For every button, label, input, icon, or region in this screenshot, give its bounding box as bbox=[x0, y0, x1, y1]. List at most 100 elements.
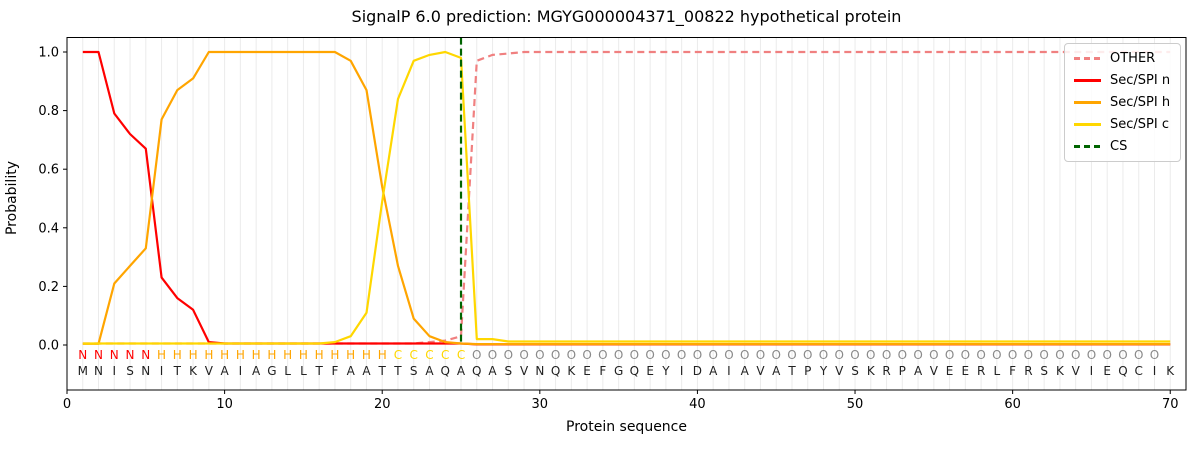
svg-text:Q: Q bbox=[441, 364, 450, 378]
svg-text:N: N bbox=[94, 348, 103, 362]
series-line-sec-spi-n bbox=[82, 50, 1171, 346]
svg-text:L: L bbox=[300, 364, 307, 378]
legend-item-sec-spi-c: Sec/SPI c bbox=[1074, 117, 1170, 132]
svg-text:O: O bbox=[1055, 348, 1064, 362]
svg-text:F: F bbox=[1009, 364, 1016, 378]
svg-text:P: P bbox=[804, 364, 811, 378]
x-axis-ticks: 0 10 20 30 40 50 60 70 bbox=[63, 390, 1179, 412]
svg-text:T: T bbox=[393, 364, 402, 378]
legend-label: CS bbox=[1110, 139, 1128, 154]
svg-text:H: H bbox=[189, 348, 198, 362]
sec-spi-h-line-swatch-icon bbox=[1074, 101, 1101, 104]
svg-text:A: A bbox=[347, 364, 356, 378]
legend-label: OTHER bbox=[1110, 51, 1156, 66]
svg-text:O: O bbox=[677, 348, 686, 362]
svg-text:E: E bbox=[1103, 364, 1111, 378]
svg-text:N: N bbox=[94, 364, 103, 378]
svg-text:O: O bbox=[582, 348, 591, 362]
svg-text:A: A bbox=[362, 364, 371, 378]
series-line-sec-spi-h bbox=[82, 50, 1171, 346]
other-line-swatch-icon bbox=[1074, 57, 1101, 60]
svg-text:I: I bbox=[160, 364, 164, 378]
svg-text:O: O bbox=[614, 348, 623, 362]
svg-text:H: H bbox=[299, 348, 308, 362]
svg-text:H: H bbox=[378, 348, 387, 362]
svg-text:V: V bbox=[520, 364, 529, 378]
svg-text:H: H bbox=[252, 348, 261, 362]
svg-text:O: O bbox=[898, 348, 907, 362]
svg-text:0.4: 0.4 bbox=[38, 221, 59, 236]
svg-text:I: I bbox=[727, 364, 731, 378]
svg-text:C: C bbox=[410, 348, 418, 362]
svg-text:50: 50 bbox=[847, 397, 864, 412]
svg-text:R: R bbox=[977, 364, 985, 378]
svg-text:H: H bbox=[362, 348, 371, 362]
svg-text:K: K bbox=[1166, 364, 1175, 378]
svg-text:O: O bbox=[1024, 348, 1033, 362]
svg-text:H: H bbox=[220, 348, 229, 362]
svg-text:C: C bbox=[425, 348, 433, 362]
svg-text:O: O bbox=[519, 348, 528, 362]
sec-spi-c-line-swatch-icon bbox=[1074, 123, 1101, 126]
gridlines bbox=[82, 37, 1171, 390]
svg-text:O: O bbox=[708, 348, 717, 362]
x-axis-label: Protein sequence bbox=[566, 419, 687, 435]
svg-text:O: O bbox=[961, 348, 970, 362]
svg-text:H: H bbox=[267, 348, 276, 362]
axes-border bbox=[66, 37, 1187, 391]
svg-text:O: O bbox=[551, 348, 560, 362]
series-line-sec-spi-c bbox=[82, 50, 1171, 345]
legend: OTHER Sec/SPI n Sec/SPI h Sec/SPI c CS bbox=[1064, 43, 1182, 162]
svg-text:G: G bbox=[267, 364, 276, 378]
svg-text:O: O bbox=[724, 348, 733, 362]
svg-text:O: O bbox=[504, 348, 513, 362]
svg-text:F: F bbox=[331, 364, 338, 378]
svg-text:I: I bbox=[1090, 364, 1094, 378]
svg-text:O: O bbox=[1150, 348, 1159, 362]
svg-text:O: O bbox=[488, 348, 497, 362]
svg-text:0.2: 0.2 bbox=[38, 280, 59, 295]
svg-text:T: T bbox=[314, 364, 323, 378]
svg-text:M: M bbox=[78, 364, 88, 378]
svg-text:R: R bbox=[882, 364, 890, 378]
svg-text:E: E bbox=[646, 364, 654, 378]
legend-label: Sec/SPI n bbox=[1110, 73, 1171, 88]
svg-text:O: O bbox=[929, 348, 938, 362]
svg-text:O: O bbox=[740, 348, 749, 362]
svg-text:A: A bbox=[709, 364, 718, 378]
svg-text:E: E bbox=[583, 364, 591, 378]
svg-text:Q: Q bbox=[551, 364, 560, 378]
svg-text:C: C bbox=[394, 348, 402, 362]
svg-text:H: H bbox=[173, 348, 182, 362]
svg-text:N: N bbox=[535, 364, 544, 378]
svg-text:O: O bbox=[992, 348, 1001, 362]
svg-text:O: O bbox=[1087, 348, 1096, 362]
svg-text:S: S bbox=[410, 364, 418, 378]
svg-text:O: O bbox=[1008, 348, 1017, 362]
svg-text:O: O bbox=[1102, 348, 1111, 362]
svg-text:70: 70 bbox=[1162, 397, 1179, 412]
svg-text:Q: Q bbox=[472, 364, 481, 378]
svg-text:E: E bbox=[946, 364, 954, 378]
svg-text:O: O bbox=[567, 348, 576, 362]
svg-text:N: N bbox=[141, 364, 150, 378]
svg-text:A: A bbox=[772, 364, 781, 378]
svg-text:S: S bbox=[851, 364, 859, 378]
chart-title: SignalP 6.0 prediction: MGYG000004371_00… bbox=[351, 7, 902, 26]
svg-text:O: O bbox=[661, 348, 670, 362]
svg-text:H: H bbox=[315, 348, 324, 362]
svg-text:N: N bbox=[126, 348, 135, 362]
svg-text:H: H bbox=[204, 348, 213, 362]
svg-text:O: O bbox=[1039, 348, 1048, 362]
svg-text:L: L bbox=[994, 364, 1001, 378]
svg-text:O: O bbox=[1118, 348, 1127, 362]
svg-text:N: N bbox=[141, 348, 150, 362]
svg-text:V: V bbox=[756, 364, 765, 378]
svg-text:C: C bbox=[457, 348, 465, 362]
legend-item-cs: CS bbox=[1074, 139, 1170, 154]
svg-text:R: R bbox=[1024, 364, 1032, 378]
svg-text:0.6: 0.6 bbox=[38, 163, 59, 178]
